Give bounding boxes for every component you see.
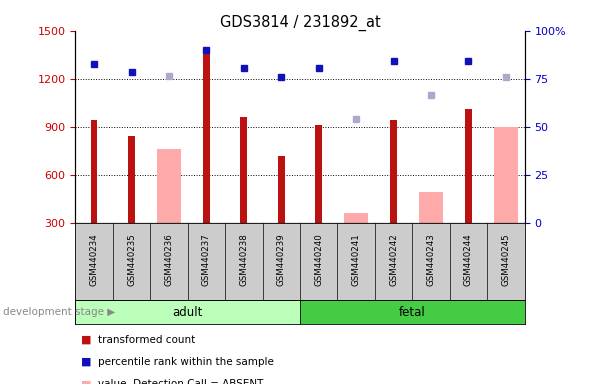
Text: ■: ■ <box>81 335 92 345</box>
Bar <box>390 120 397 223</box>
Bar <box>128 136 135 223</box>
Text: GSM440243: GSM440243 <box>426 233 435 286</box>
Bar <box>157 149 181 223</box>
Bar <box>241 117 247 223</box>
Text: development stage ▶: development stage ▶ <box>3 307 115 317</box>
Text: value, Detection Call = ABSENT: value, Detection Call = ABSENT <box>98 379 264 384</box>
Bar <box>90 120 98 223</box>
Bar <box>465 109 472 223</box>
Bar <box>75 300 300 324</box>
Text: transformed count: transformed count <box>98 335 195 345</box>
Bar <box>203 48 210 223</box>
Bar <box>278 156 285 223</box>
Text: GSM440239: GSM440239 <box>277 233 286 286</box>
Text: adult: adult <box>172 306 203 318</box>
Text: GSM440242: GSM440242 <box>389 233 398 286</box>
Text: GSM440238: GSM440238 <box>239 233 248 286</box>
Text: GSM440234: GSM440234 <box>90 233 99 286</box>
Text: GSM440245: GSM440245 <box>501 233 510 286</box>
Text: GSM440241: GSM440241 <box>352 233 361 286</box>
Bar <box>344 213 368 223</box>
Text: GSM440235: GSM440235 <box>127 233 136 286</box>
Text: ■: ■ <box>81 357 92 367</box>
Text: percentile rank within the sample: percentile rank within the sample <box>98 357 274 367</box>
Bar <box>494 127 518 223</box>
Title: GDS3814 / 231892_at: GDS3814 / 231892_at <box>219 15 380 31</box>
Bar <box>419 192 443 223</box>
Text: GSM440240: GSM440240 <box>314 233 323 286</box>
Text: GSM440244: GSM440244 <box>464 233 473 286</box>
Bar <box>300 300 525 324</box>
Text: GSM440237: GSM440237 <box>202 233 211 286</box>
Text: fetal: fetal <box>399 306 426 318</box>
Bar <box>315 125 322 223</box>
Text: GSM440236: GSM440236 <box>165 233 174 286</box>
Text: ■: ■ <box>81 379 92 384</box>
